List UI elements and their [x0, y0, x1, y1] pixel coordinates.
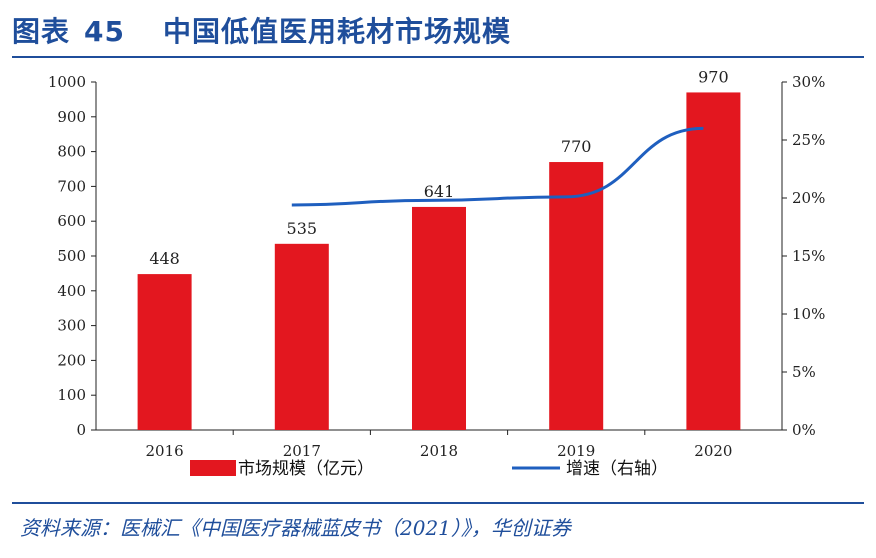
x-axis-tick-label: 2019 [557, 442, 595, 460]
x-axis-tick-label: 2020 [694, 442, 732, 460]
figure-number: 45 [84, 15, 125, 48]
bar-2018 [412, 206, 466, 430]
bar-2016 [137, 274, 192, 430]
x-axis-tick-label: 2016 [146, 442, 184, 460]
chart-title: 图表 45 中国低值医用耗材市场规模 [12, 10, 511, 50]
bar-2020 [686, 92, 741, 430]
bar-2019 [549, 162, 604, 431]
bar-data-label: 770 [561, 137, 592, 156]
bar-data-label: 641 [424, 182, 455, 201]
left-axis-tick-label: 600 [57, 212, 86, 230]
bar-2017 [274, 243, 329, 430]
right-axis-tick-label: 20% [792, 189, 825, 207]
left-axis-tick-label: 700 [57, 177, 86, 195]
right-axis-tick-label: 0% [792, 421, 816, 439]
bar-line-chart: 0 100 200 300 400 500 600 700 800 900 1000 0% 5% 10% 1… [48, 67, 826, 479]
bar-data-label: 535 [287, 219, 318, 238]
title-divider [12, 56, 864, 58]
legend-swatch-bar [190, 460, 236, 476]
bar-data-label: 448 [149, 249, 180, 268]
growth-rate-line [291, 126, 704, 207]
left-axis-tick-label: 100 [57, 386, 86, 404]
left-axis-tick-label: 800 [57, 143, 86, 161]
left-axis-tick-label: 0 [76, 421, 86, 439]
source-note: 资料来源：医械汇《中国医疗器械蓝皮书（2021）》，华创证券 [20, 516, 571, 540]
right-axis-tick-label: 5% [792, 363, 816, 381]
figure-title-text: 中国低值医用耗材市场规模 [162, 15, 511, 48]
right-axis-tick-label: 25% [792, 131, 825, 149]
left-axis-tick-label: 400 [57, 282, 86, 300]
x-axis-tick-label: 2018 [420, 442, 458, 460]
legend-label-line: 增速（右轴） [566, 459, 668, 479]
left-axis-tick-label: 200 [57, 351, 86, 369]
right-axis-tick-label: 10% [792, 305, 825, 323]
left-axis-tick-label: 500 [57, 247, 86, 265]
figure-label: 图表 [12, 15, 71, 48]
bar-data-label: 970 [698, 67, 729, 86]
right-axis-tick-label: 15% [792, 247, 825, 265]
x-axis-tick-label: 2017 [283, 442, 321, 460]
legend-label-bar: 市场规模（亿元） [238, 459, 374, 479]
left-axis-tick-label: 300 [57, 317, 86, 335]
left-axis-tick-label: 900 [57, 108, 86, 126]
source-divider [12, 502, 864, 504]
right-axis-tick-label: 30% [792, 73, 825, 91]
left-axis-tick-label: 1000 [48, 73, 86, 91]
